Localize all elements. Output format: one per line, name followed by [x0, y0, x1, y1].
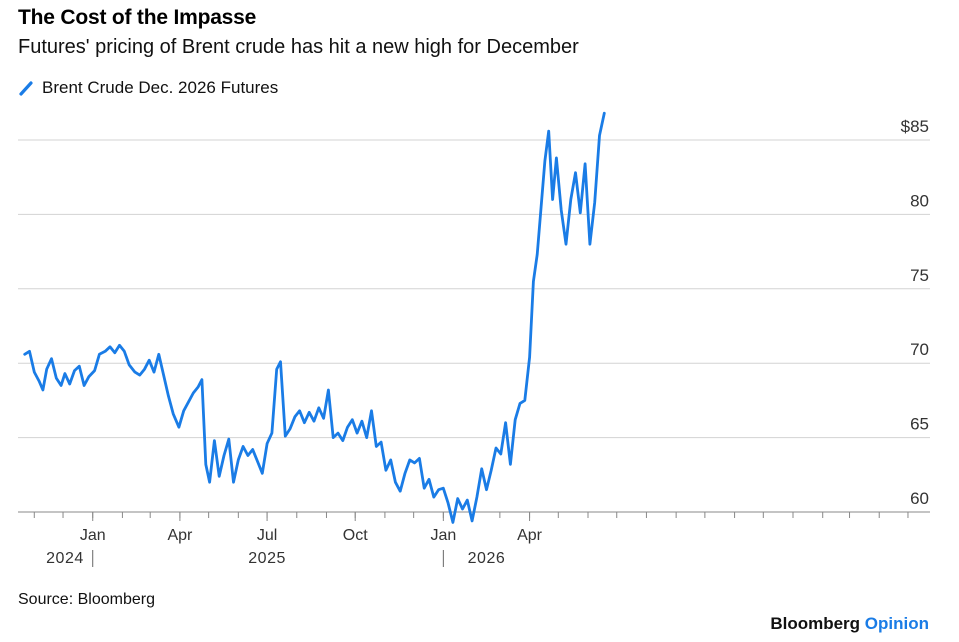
legend-label: Brent Crude Dec. 2026 Futures — [42, 78, 279, 97]
legend: Brent Crude Dec. 2026 Futures — [18, 78, 278, 98]
y-tick-label: 70 — [910, 340, 929, 359]
chart-title: The Cost of the Impasse — [18, 6, 257, 29]
brand-suffix: Opinion — [864, 614, 929, 633]
y-tick-label: 60 — [910, 489, 929, 508]
x-tick-label: Oct — [343, 527, 368, 544]
x-tick-label: Apr — [167, 527, 193, 544]
series-line — [23, 111, 606, 524]
legend-swatch-icon — [19, 81, 33, 96]
chart-subtitle: Futures' pricing of Brent crude has hit … — [18, 36, 579, 58]
x-tick-label: Jan — [80, 527, 106, 544]
x-year-label: 2024 — [46, 550, 84, 567]
brand-logo: Bloomberg Opinion — [770, 614, 929, 634]
x-tick-label: Jan — [430, 527, 456, 544]
y-tick-label: $85 — [901, 117, 929, 136]
brand-name: Bloomberg — [770, 614, 861, 633]
x-year-label: 2026 — [468, 550, 506, 567]
x-tick-label: Apr — [517, 527, 543, 544]
y-tick-label: 65 — [910, 415, 929, 434]
y-tick-label: 80 — [910, 191, 929, 210]
y-tick-label: 75 — [910, 266, 929, 285]
source-note: Source: Bloomberg — [18, 591, 155, 608]
x-year-label: 2025 — [248, 550, 286, 567]
x-tick-label: Jul — [257, 527, 277, 544]
